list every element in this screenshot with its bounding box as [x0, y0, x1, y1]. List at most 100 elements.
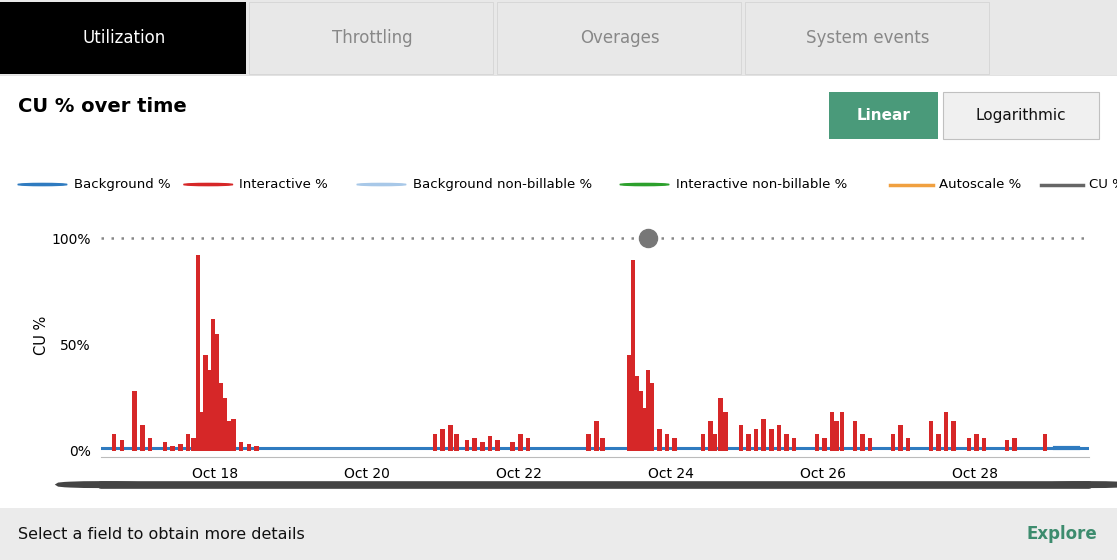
Bar [952, 421, 956, 451]
Bar [231, 419, 236, 451]
Bar [594, 421, 599, 451]
Bar [480, 442, 485, 451]
Bar [890, 433, 895, 451]
Bar [171, 446, 175, 451]
Bar [974, 433, 978, 451]
Bar [455, 433, 459, 451]
Bar [943, 92, 1099, 139]
Bar [982, 438, 986, 451]
Bar [488, 436, 493, 451]
Bar [672, 438, 677, 451]
Bar [944, 412, 948, 451]
Bar [518, 433, 523, 451]
Text: Background %: Background % [74, 178, 171, 191]
Bar [440, 430, 445, 451]
Bar [713, 433, 717, 451]
Circle shape [620, 184, 669, 185]
Bar [249, 2, 493, 74]
Text: CU % Limit: CU % Limit [1089, 178, 1117, 191]
Text: Background non-billable %: Background non-billable % [413, 178, 592, 191]
Bar [207, 370, 211, 451]
Bar [214, 334, 219, 451]
Bar [1042, 433, 1048, 451]
Bar [700, 433, 705, 451]
Circle shape [1047, 483, 1117, 486]
Bar [650, 382, 655, 451]
Y-axis label: CU %: CU % [34, 315, 48, 354]
Bar [203, 355, 208, 451]
Bar [840, 412, 844, 451]
Bar [829, 92, 938, 139]
Bar [120, 440, 124, 451]
Bar [586, 433, 591, 451]
Bar [219, 382, 223, 451]
Text: System events: System events [806, 29, 929, 47]
Bar [822, 438, 827, 451]
Circle shape [58, 483, 143, 486]
Bar [745, 2, 989, 74]
Bar [497, 2, 741, 74]
Bar [852, 421, 857, 451]
Text: Explore: Explore [1027, 525, 1097, 543]
Text: Interactive %: Interactive % [239, 178, 328, 191]
Bar [432, 433, 438, 451]
Bar [792, 438, 796, 451]
Bar [472, 438, 477, 451]
Bar [1004, 440, 1010, 451]
Bar [906, 438, 910, 451]
Bar [665, 433, 669, 451]
Bar [112, 433, 116, 451]
Text: Overages: Overages [580, 29, 660, 47]
Bar [222, 398, 227, 451]
Bar [211, 319, 216, 451]
Bar [627, 355, 631, 451]
Bar [163, 442, 168, 451]
Bar [754, 430, 758, 451]
Bar [834, 421, 839, 451]
Bar [255, 446, 259, 451]
Bar [638, 391, 642, 451]
Bar [762, 419, 766, 451]
Bar [868, 438, 872, 451]
Bar [191, 438, 195, 451]
Text: Autoscale %: Autoscale % [938, 178, 1021, 191]
Bar [724, 412, 728, 451]
Bar [630, 259, 636, 451]
Bar [526, 438, 531, 451]
Bar [898, 425, 903, 451]
Bar [784, 433, 789, 451]
Text: Select a field to obtain more details: Select a field to obtain more details [18, 527, 305, 542]
Bar [185, 433, 190, 451]
Text: Interactive non-billable %: Interactive non-billable % [676, 178, 847, 191]
Bar [133, 391, 137, 451]
Bar [140, 425, 144, 451]
Bar [448, 425, 452, 451]
Text: Linear: Linear [857, 108, 910, 123]
Bar [195, 255, 200, 451]
Circle shape [18, 184, 67, 185]
Bar [634, 376, 639, 451]
Bar [646, 370, 650, 451]
Bar [657, 430, 661, 451]
Text: Logarithmic: Logarithmic [975, 108, 1067, 123]
Bar [199, 412, 204, 451]
Bar [814, 433, 819, 451]
Text: Throttling: Throttling [332, 29, 412, 47]
Bar [247, 444, 251, 451]
Bar [776, 425, 781, 451]
Circle shape [183, 184, 232, 185]
Bar [465, 440, 469, 451]
Bar [928, 421, 933, 451]
Bar [600, 438, 604, 451]
Bar [239, 442, 244, 451]
Bar [746, 433, 751, 451]
Bar [0, 2, 246, 74]
Bar [860, 433, 865, 451]
Bar [936, 433, 941, 451]
Bar [768, 430, 773, 451]
Bar [830, 412, 834, 451]
Bar [708, 421, 713, 451]
Bar [966, 438, 971, 451]
Bar [1012, 438, 1016, 451]
Bar [510, 442, 515, 451]
